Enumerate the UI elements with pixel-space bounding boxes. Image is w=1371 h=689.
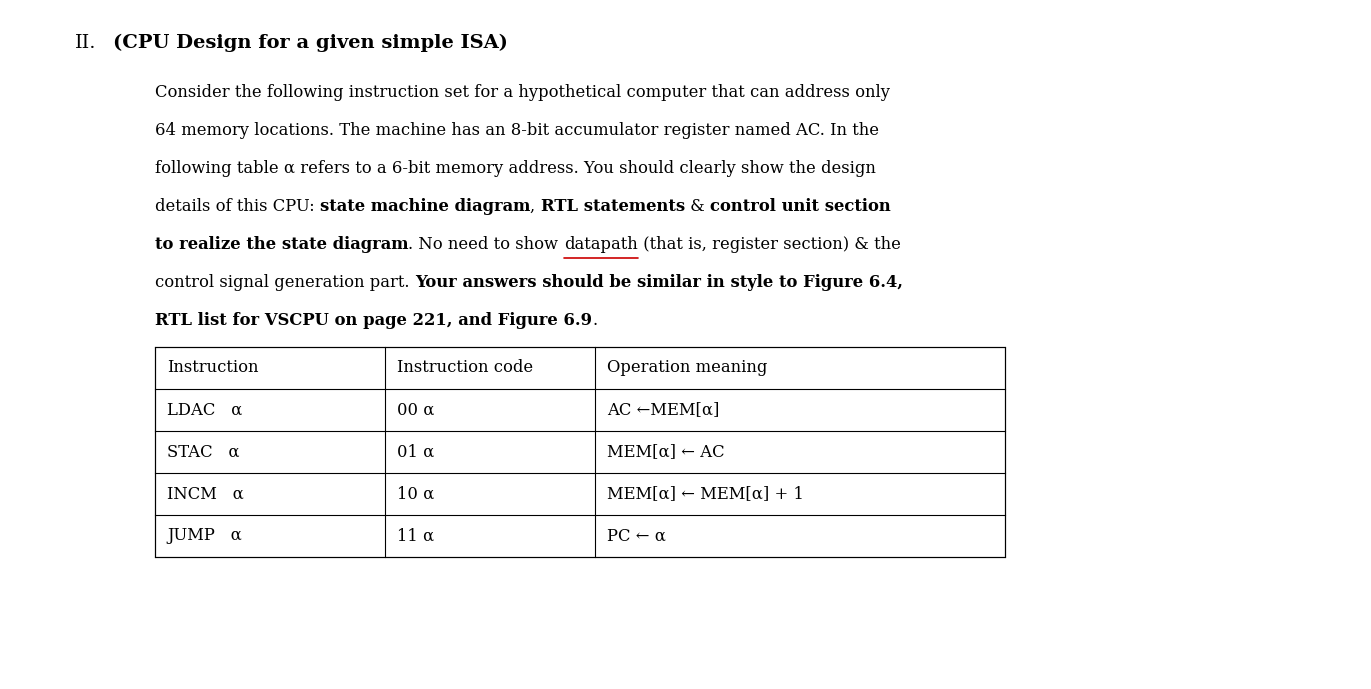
Text: details of this CPU:: details of this CPU:: [155, 198, 319, 215]
Text: MEM[α] ← MEM[α] + 1: MEM[α] ← MEM[α] + 1: [607, 486, 803, 502]
Text: ,: ,: [531, 198, 540, 215]
Text: STAC   α: STAC α: [167, 444, 240, 460]
Text: Consider the following instruction set for a hypothetical computer that can addr: Consider the following instruction set f…: [155, 84, 890, 101]
Text: following table α refers to a 6-bit memory address. You should clearly show the : following table α refers to a 6-bit memo…: [155, 160, 876, 177]
Text: 01 α: 01 α: [398, 444, 435, 460]
Text: .: .: [592, 312, 598, 329]
Text: 10 α: 10 α: [398, 486, 435, 502]
Text: INCM   α: INCM α: [167, 486, 244, 502]
Text: (that is, register section) & the: (that is, register section) & the: [638, 236, 901, 253]
Text: Operation meaning: Operation meaning: [607, 360, 768, 376]
Text: . No need to show: . No need to show: [409, 236, 563, 253]
Text: AC ←MEM[α]: AC ←MEM[α]: [607, 402, 720, 418]
Text: Your answers should be similar in style to Figure 6.4,: Your answers should be similar in style …: [415, 274, 902, 291]
Text: to realize the state diagram: to realize the state diagram: [155, 236, 409, 253]
Text: II.: II.: [75, 34, 96, 52]
Text: Instruction: Instruction: [167, 360, 259, 376]
Text: control signal generation part.: control signal generation part.: [155, 274, 415, 291]
Text: RTL list for VSCPU on page 221, and Figure 6.9: RTL list for VSCPU on page 221, and Figu…: [155, 312, 592, 329]
Bar: [155, 347, 1005, 557]
Text: 64 memory locations. The machine has an 8-bit accumulator register named AC. In : 64 memory locations. The machine has an …: [155, 122, 879, 139]
Text: 00 α: 00 α: [398, 402, 435, 418]
Text: (CPU Design for a given simple ISA): (CPU Design for a given simple ISA): [112, 34, 507, 52]
Text: &: &: [686, 198, 710, 215]
Text: Instruction code: Instruction code: [398, 360, 533, 376]
Text: 11 α: 11 α: [398, 528, 435, 544]
Text: state machine diagram: state machine diagram: [319, 198, 531, 215]
Text: PC ← α: PC ← α: [607, 528, 666, 544]
Text: LDAC   α: LDAC α: [167, 402, 243, 418]
Text: control unit section: control unit section: [710, 198, 891, 215]
Text: MEM[α] ← AC: MEM[α] ← AC: [607, 444, 725, 460]
Text: RTL statements: RTL statements: [540, 198, 686, 215]
Text: JUMP   α: JUMP α: [167, 528, 241, 544]
Text: datapath: datapath: [563, 236, 638, 253]
